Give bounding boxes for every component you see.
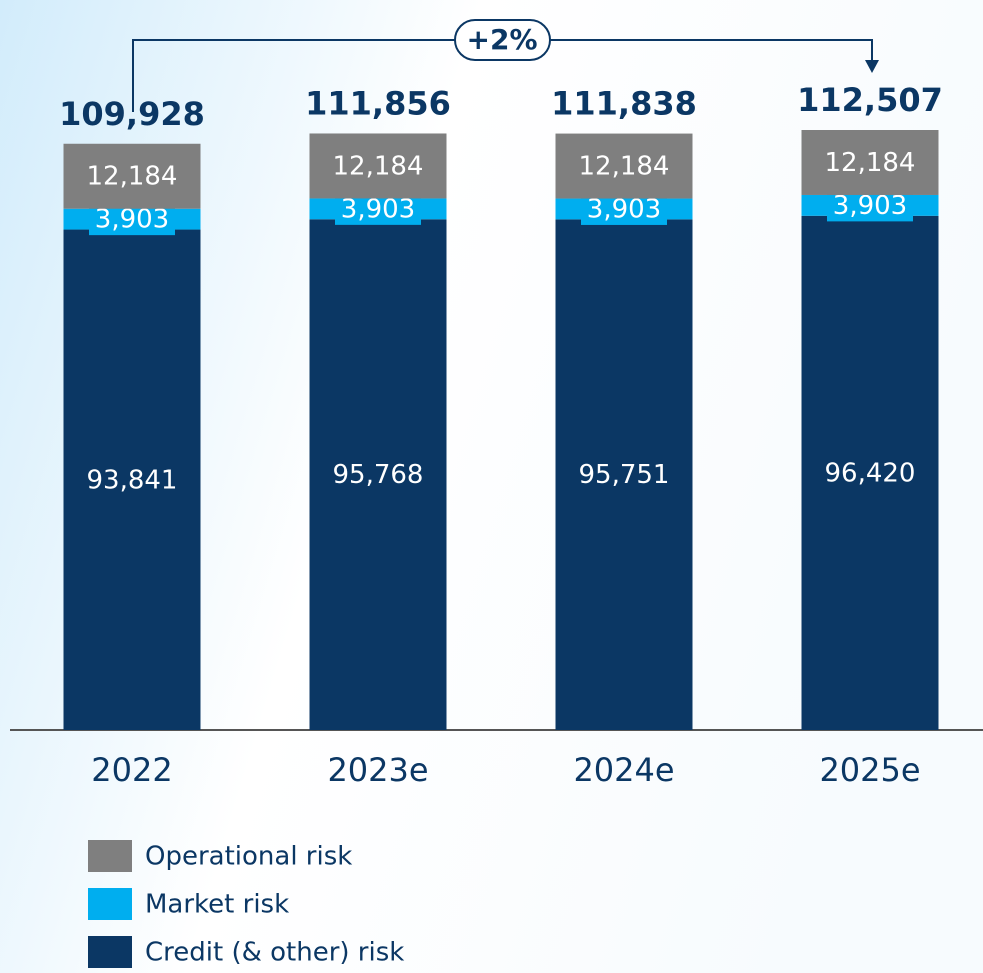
- bar-segment: [63, 229, 201, 730]
- x-tick-label: 2024e: [573, 751, 674, 789]
- value-label: 12,184: [333, 151, 424, 181]
- x-tick-label: 2022: [91, 751, 172, 789]
- total-label: 111,856: [305, 84, 451, 122]
- bar-segment: [309, 219, 447, 731]
- value-label: 95,751: [579, 460, 670, 490]
- bar-segment: [309, 133, 447, 199]
- total-label: 111,838: [551, 85, 697, 123]
- x-tick-label: 2025e: [819, 751, 920, 789]
- value-label: 12,184: [87, 162, 178, 192]
- total-label: 109,928: [59, 95, 205, 133]
- value-label: 3,903: [587, 194, 661, 224]
- value-label: 12,184: [825, 148, 916, 178]
- legend-swatch: [88, 888, 132, 920]
- value-label: 96,420: [825, 458, 916, 488]
- bar-segment: [801, 130, 939, 195]
- legend-swatch: [88, 840, 132, 872]
- value-label: 3,903: [95, 205, 169, 235]
- total-label: 112,507: [797, 81, 943, 119]
- x-tick-label: 2023e: [327, 751, 428, 789]
- annotation-pill: [454, 19, 551, 61]
- value-label: 3,903: [341, 194, 415, 224]
- value-label: 93,841: [87, 465, 178, 495]
- legend-swatch: [88, 936, 132, 968]
- legend-label: Credit (& other) risk: [145, 938, 404, 968]
- arrow-head: [865, 60, 879, 73]
- bar-segment: [63, 143, 201, 209]
- value-label: 12,184: [579, 152, 670, 182]
- legend-label: Operational risk: [145, 842, 352, 872]
- value-label: 95,768: [333, 460, 424, 490]
- legend-label: Market risk: [145, 890, 289, 920]
- bar-segment: [555, 133, 693, 199]
- growth-connector: [132, 39, 873, 112]
- bar-segment: [555, 219, 693, 730]
- bar-segment: [801, 215, 939, 730]
- value-label: 3,903: [833, 191, 907, 221]
- annotation: +2%: [467, 23, 538, 56]
